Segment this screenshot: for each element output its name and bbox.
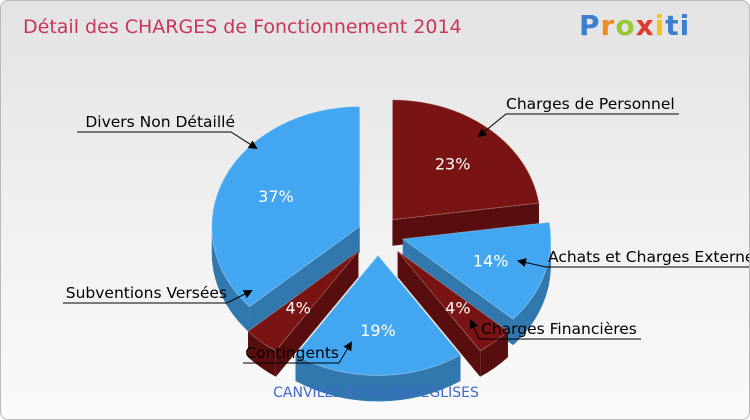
logo-letter: i	[654, 9, 666, 42]
slice-label: Charges de Personnel	[506, 95, 675, 113]
slice-outer-wall	[295, 355, 461, 402]
slice-outer-wall	[211, 226, 250, 333]
slice-label: Divers Non Détaillé	[85, 113, 235, 131]
slice-outer-wall	[513, 239, 551, 346]
logo-letter: P	[579, 9, 601, 42]
slice-wall	[249, 226, 360, 333]
pie-labels: 23% 14% 4% 19% 4% 37% Charges de Personnel Acha…	[63, 95, 750, 364]
commune-name: CANVILLE-LES-DEUX-ÉGLISES	[273, 385, 479, 401]
callout-line	[77, 131, 258, 150]
callout-line	[243, 341, 353, 364]
slice-wall	[397, 251, 481, 377]
slice-percent: 4%	[445, 298, 470, 317]
pie-slice	[397, 250, 509, 352]
slice-percent: 23%	[435, 155, 471, 174]
logo-letter: o	[615, 9, 636, 42]
callout-line	[477, 113, 679, 138]
pie-slice	[401, 221, 552, 320]
slice-label: Subventions Versées	[66, 284, 227, 302]
pie-slice	[391, 99, 540, 221]
slice-label: Charges Financières	[481, 320, 637, 338]
slice-label: Achats et Charges Externes	[548, 248, 750, 266]
slice-wall	[392, 202, 539, 246]
slice-outer-wall	[248, 331, 276, 377]
slice-percent: 14%	[473, 252, 509, 271]
proxiti-logo: Proxiti	[579, 9, 690, 42]
logo-letter: ti	[665, 9, 691, 42]
callout-line	[63, 290, 253, 304]
logo-letter: x	[635, 9, 655, 42]
slice-percent: 19%	[360, 321, 396, 340]
callout-line	[469, 319, 641, 340]
slice-percent: 4%	[285, 298, 310, 317]
pie-slice	[247, 250, 359, 352]
slice-outer-wall	[480, 331, 508, 377]
callout-line	[517, 258, 749, 268]
chart-title: Détail des CHARGES de Fonctionnement 201…	[23, 16, 462, 38]
pie-slice	[211, 105, 361, 308]
pie-tops	[211, 99, 552, 376]
logo-letter: r	[600, 9, 616, 42]
slice-label: Contingents	[245, 344, 339, 362]
pie-slice	[294, 254, 462, 376]
slice-percent: 37%	[258, 187, 294, 206]
